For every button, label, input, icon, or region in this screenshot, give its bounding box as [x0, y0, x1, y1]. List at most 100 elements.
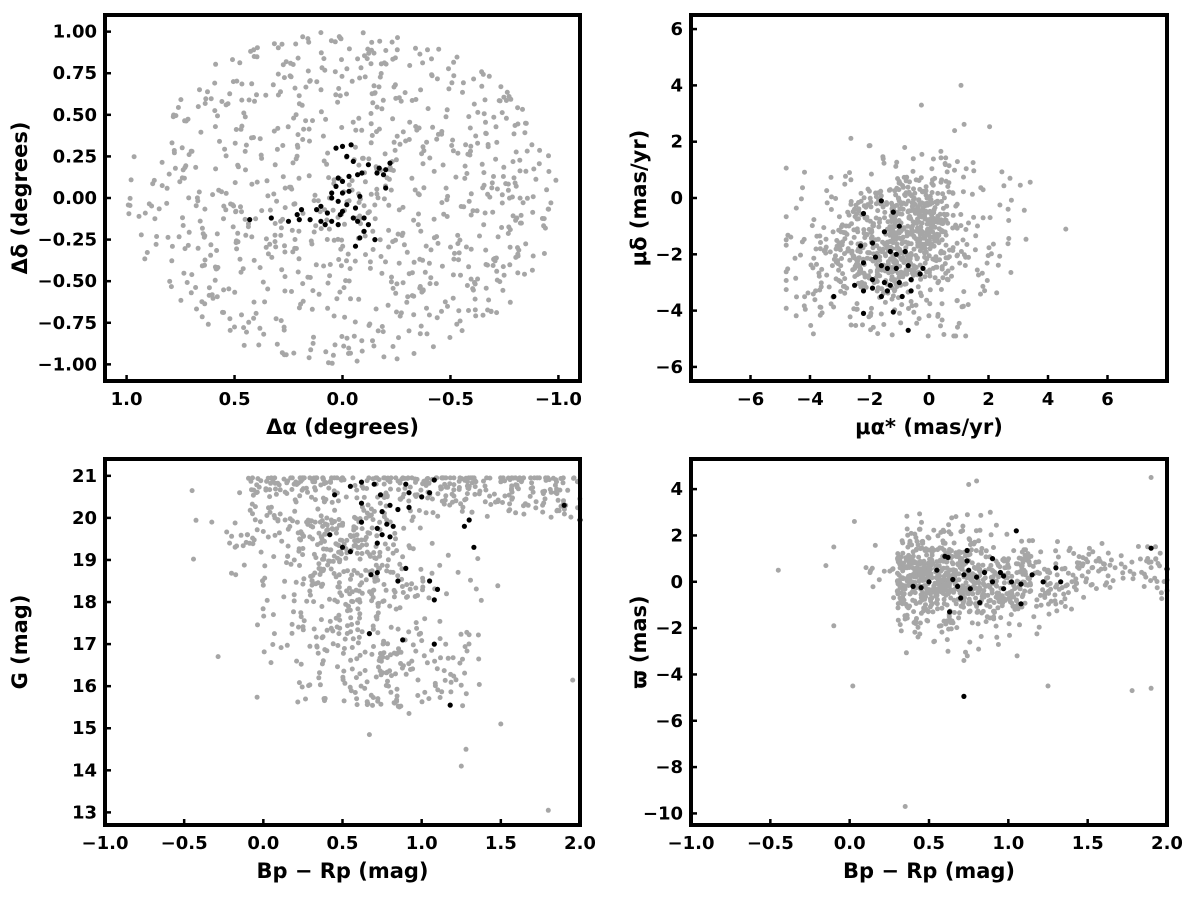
data-point: [422, 616, 428, 622]
data-point: [499, 225, 505, 230]
data-point: [305, 521, 311, 527]
data-point: [247, 217, 253, 223]
data-point: [554, 479, 559, 485]
data-point: [900, 568, 906, 574]
data-point: [393, 157, 399, 163]
data-point: [348, 615, 354, 621]
data-point: [321, 546, 326, 552]
data-point: [314, 644, 320, 650]
data-point: [390, 168, 396, 173]
data-point: [840, 271, 846, 277]
data-point: [978, 185, 984, 191]
data-point: [1118, 561, 1124, 567]
x-tick-label: 0.5: [219, 389, 251, 410]
data-point: [353, 516, 359, 521]
data-point: [918, 175, 924, 181]
data-point: [336, 631, 342, 637]
data-point: [320, 475, 326, 481]
x-tick-label: 1.0: [406, 833, 438, 854]
data-point: [238, 532, 244, 538]
data-point: [491, 114, 497, 120]
data-point: [381, 495, 387, 500]
data-point: [842, 276, 848, 282]
data-point: [1096, 568, 1102, 574]
data-point: [1154, 579, 1160, 584]
data-point: [318, 534, 324, 540]
data-point: [341, 285, 347, 291]
data-point: [364, 478, 370, 484]
data-point: [926, 579, 932, 585]
data-point: [1076, 554, 1082, 560]
data-point: [952, 128, 958, 134]
data-point: [920, 265, 926, 271]
data-point: [291, 598, 297, 604]
data-point: [1040, 579, 1046, 585]
data-point: [911, 246, 917, 252]
data-point: [448, 679, 454, 685]
data-point: [336, 34, 342, 40]
data-point: [959, 304, 965, 310]
data-point: [394, 548, 400, 554]
data-point: [513, 183, 519, 189]
data-point: [550, 475, 556, 481]
data-point: [560, 475, 566, 481]
data-point: [1054, 582, 1060, 588]
data-point: [458, 272, 463, 278]
data-point: [350, 475, 356, 481]
data-point: [523, 120, 529, 126]
data-point: [910, 588, 916, 594]
data-point: [343, 494, 349, 500]
data-point: [871, 221, 876, 227]
data-point: [1086, 545, 1092, 551]
data-point: [935, 533, 941, 539]
data-point: [783, 165, 789, 171]
data-point: [494, 186, 500, 192]
data-point: [169, 140, 175, 146]
data-point: [472, 280, 477, 285]
data-point: [429, 496, 435, 502]
data-point: [371, 83, 377, 89]
data-point: [1053, 561, 1059, 567]
data-point: [397, 561, 403, 567]
data-point: [887, 248, 893, 255]
data-point: [1058, 579, 1064, 585]
data-point: [851, 519, 857, 524]
data-point: [530, 194, 536, 200]
data-point: [430, 510, 436, 516]
data-point: [500, 287, 506, 293]
data-point: [298, 529, 304, 535]
data-point: [369, 568, 375, 574]
data-point: [943, 155, 949, 161]
data-point: [442, 677, 448, 683]
data-point: [340, 522, 345, 528]
data-point: [426, 595, 432, 601]
data-point: [332, 69, 338, 75]
data-point: [251, 299, 257, 305]
data-point: [294, 212, 300, 218]
data-point: [406, 328, 412, 334]
data-point: [318, 30, 324, 36]
data-point: [915, 216, 920, 222]
y-tick-label: 17: [72, 634, 97, 655]
data-point: [823, 563, 829, 569]
data-point: [366, 732, 372, 738]
data-point: [326, 485, 332, 491]
data-point: [424, 331, 430, 337]
data-point: [869, 277, 876, 283]
data-point: [1017, 182, 1023, 188]
data-point: [966, 220, 971, 226]
data-point: [282, 274, 288, 280]
data-point: [367, 321, 373, 327]
data-point: [451, 673, 457, 679]
data-point: [383, 185, 389, 191]
data-point: [1079, 573, 1085, 579]
data-point: [278, 645, 284, 651]
data-point: [403, 671, 409, 677]
data-point: [346, 182, 352, 188]
data-point: [361, 507, 367, 513]
data-point: [911, 309, 917, 315]
data-point: [316, 530, 322, 536]
data-point: [374, 475, 380, 481]
data-point: [464, 491, 470, 497]
data-point: [919, 578, 925, 583]
